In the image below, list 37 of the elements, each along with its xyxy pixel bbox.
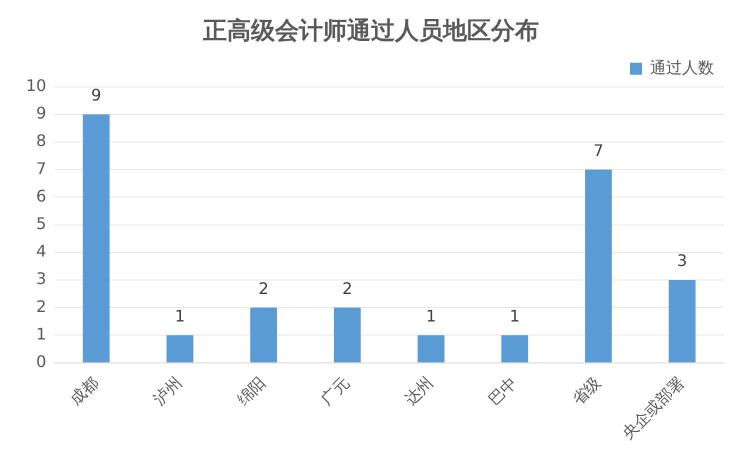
x-tick-label: 泸州 bbox=[150, 372, 186, 410]
x-tick-label: 央企或部署 bbox=[618, 372, 688, 443]
x-tick-label: 绵阳 bbox=[233, 372, 270, 410]
x-tick-label: 巴中 bbox=[484, 372, 521, 410]
x-tick-label: 达州 bbox=[400, 372, 437, 410]
y-tick-label: 4 bbox=[36, 242, 46, 261]
data-label: 1 bbox=[174, 306, 186, 326]
y-tick-label: 9 bbox=[36, 104, 46, 123]
y-tick-label: 10 bbox=[26, 76, 46, 95]
x-tick-label: 省级 bbox=[568, 372, 604, 410]
bar bbox=[334, 308, 361, 362]
bar bbox=[418, 335, 444, 362]
y-tick-label: 5 bbox=[36, 214, 46, 233]
data-label: 7 bbox=[593, 140, 604, 160]
y-tick-label: 8 bbox=[36, 131, 46, 150]
data-label: 2 bbox=[342, 278, 352, 298]
data-label: 9 bbox=[91, 86, 102, 105]
bar bbox=[82, 114, 110, 362]
y-tick-label: 7 bbox=[36, 158, 46, 178]
legend-label: 通过人数 bbox=[650, 58, 714, 77]
y-tick-label: 6 bbox=[36, 186, 46, 206]
y-tick-label: 3 bbox=[36, 269, 46, 288]
bar bbox=[668, 280, 696, 362]
x-tick-label: 成都 bbox=[66, 372, 102, 410]
y-tick-label: 0 bbox=[36, 352, 46, 372]
chart-title: 正高级会计师通过人员地区分布 bbox=[202, 16, 539, 45]
x-tick-label: 广元 bbox=[317, 372, 354, 410]
y-tick-label: 2 bbox=[36, 296, 46, 316]
bar bbox=[501, 335, 528, 362]
bar bbox=[166, 335, 194, 362]
data-label: 1 bbox=[510, 306, 520, 326]
data-label: 3 bbox=[677, 251, 688, 270]
y-tick-label: 1 bbox=[36, 324, 46, 344]
data-label: 1 bbox=[426, 306, 436, 326]
bar bbox=[250, 308, 278, 362]
data-label: 2 bbox=[258, 278, 269, 298]
bar bbox=[585, 170, 612, 362]
